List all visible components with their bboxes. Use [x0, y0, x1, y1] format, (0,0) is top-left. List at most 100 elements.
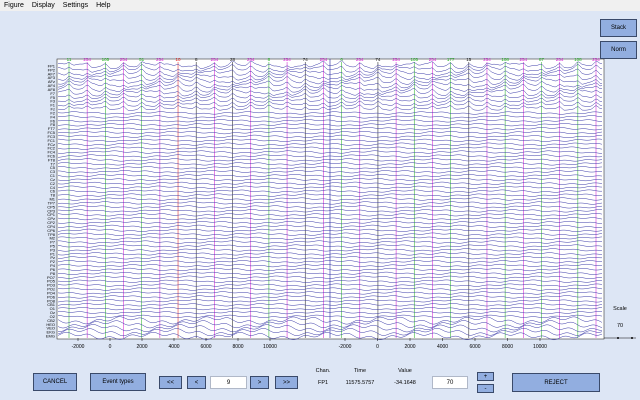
- channel-trace: [57, 138, 603, 142]
- channel-trace: [57, 83, 603, 93]
- channel-label: F4: [50, 114, 55, 119]
- channel-trace: [57, 181, 603, 185]
- channel-label: P6: [50, 267, 56, 272]
- event-label: 51: [139, 57, 145, 62]
- event-label: 254: [156, 57, 164, 62]
- channel-trace: [57, 263, 603, 268]
- channel-label: AF3: [48, 75, 56, 80]
- channel-label: CP5: [47, 204, 56, 209]
- event-label: 74: [303, 57, 309, 62]
- menu-figure[interactable]: Figure: [4, 2, 24, 9]
- channel-trace: [57, 119, 603, 123]
- x-tick-label: 8000: [502, 344, 513, 350]
- event-types-button[interactable]: Event types: [90, 373, 146, 391]
- event-label: 254: [592, 57, 600, 62]
- channel-label: T8: [50, 193, 55, 198]
- channel-label: F1: [50, 103, 55, 108]
- channel-trace: [57, 197, 603, 201]
- x-tick-label: 6000: [469, 344, 480, 350]
- channel-trace: [57, 283, 603, 287]
- channel-trace: [57, 316, 603, 325]
- channel-label: AFz: [48, 79, 55, 84]
- channel-trace: [57, 162, 603, 166]
- event-label: 87: [539, 57, 545, 62]
- reject-button[interactable]: REJECT: [512, 373, 600, 392]
- event-label: 254: [120, 57, 128, 62]
- event-label: 254: [247, 57, 255, 62]
- event-label: 108: [501, 57, 509, 62]
- channel-trace: [57, 166, 603, 170]
- scale-value: 70: [616, 323, 624, 329]
- channel-trace: [57, 205, 603, 209]
- channel-label: F8: [50, 122, 55, 127]
- scale-bar-dot: [631, 337, 633, 339]
- value-header: Value: [398, 368, 412, 374]
- next-far-button[interactable]: >>: [275, 376, 298, 389]
- next-button[interactable]: >: [250, 376, 269, 389]
- channel-trace: [57, 64, 603, 73]
- channel-label: CP4: [47, 224, 56, 229]
- channel-label: F5: [50, 95, 55, 100]
- prev-far-button[interactable]: <<: [159, 376, 182, 389]
- cancel-button[interactable]: CANCEL: [33, 373, 77, 391]
- event-label: 10: [176, 57, 182, 62]
- channel-label: CB1: [47, 302, 56, 307]
- channel-trace: [57, 123, 603, 127]
- channel-trace: [57, 154, 603, 158]
- channel-trace: [57, 104, 603, 111]
- channel-label: Pz: [50, 255, 55, 260]
- channel-trace: [57, 324, 603, 333]
- channel-trace: [57, 126, 603, 131]
- channel-label: C6: [50, 189, 56, 194]
- channel-label: VEO: [47, 326, 55, 331]
- channel-trace: [57, 96, 602, 103]
- channel-label: FP1: [48, 64, 56, 69]
- menu-settings[interactable]: Settings: [62, 2, 89, 9]
- window-input[interactable]: 9: [210, 376, 247, 389]
- channel-trace: [57, 240, 603, 244]
- event-label: 254: [556, 57, 564, 62]
- channel-trace: [57, 275, 603, 279]
- x-tick-label: 0: [109, 344, 112, 350]
- x-tick-label: 10000: [533, 344, 547, 350]
- channel-label: Oz: [50, 310, 55, 315]
- scale-plus-button[interactable]: +: [477, 372, 494, 381]
- channel-label: FT7: [48, 126, 56, 131]
- channel-trace: [57, 220, 603, 225]
- amplitude-value: -34.1648: [394, 380, 416, 386]
- event-label: 254: [283, 57, 291, 62]
- channel-label: M1: [49, 197, 55, 202]
- channel-trace: [57, 193, 603, 197]
- channel-trace: [57, 189, 603, 193]
- channel-trace: [57, 320, 603, 329]
- prev-button[interactable]: <: [187, 376, 206, 389]
- channel-label: PO3: [47, 283, 56, 288]
- scale-bar-dot: [617, 337, 619, 339]
- channel-label: CPz: [47, 216, 55, 221]
- channel-label: CB2: [47, 318, 56, 323]
- x-tick-label: -2000: [339, 344, 352, 350]
- menu-help[interactable]: Help: [96, 2, 111, 9]
- channel-label: P2: [50, 259, 56, 264]
- stack-button[interactable]: Stack: [600, 19, 637, 37]
- channel-trace: [57, 328, 603, 337]
- channel-label: P8: [50, 271, 56, 276]
- channel-trace: [57, 142, 603, 146]
- channel-label: C5: [50, 165, 56, 170]
- channel-label: FC4: [47, 150, 55, 155]
- channel-trace: [57, 287, 603, 291]
- channel-trace: [57, 173, 603, 178]
- channel-trace: [57, 279, 603, 283]
- channel-trace: [57, 111, 603, 115]
- norm-button[interactable]: Norm: [600, 41, 637, 59]
- event-label: 11: [67, 57, 72, 62]
- menu-display[interactable]: Display: [31, 2, 55, 9]
- channel-label: C1: [50, 173, 56, 178]
- scale-minus-button[interactable]: -: [477, 384, 494, 393]
- scale-input[interactable]: 70: [432, 376, 468, 389]
- channel-label: TP7: [48, 200, 56, 205]
- channel-trace: [57, 307, 603, 311]
- channel-label: F2: [50, 110, 55, 115]
- event-label: 177: [447, 57, 455, 62]
- channel-label: CP3: [47, 208, 56, 213]
